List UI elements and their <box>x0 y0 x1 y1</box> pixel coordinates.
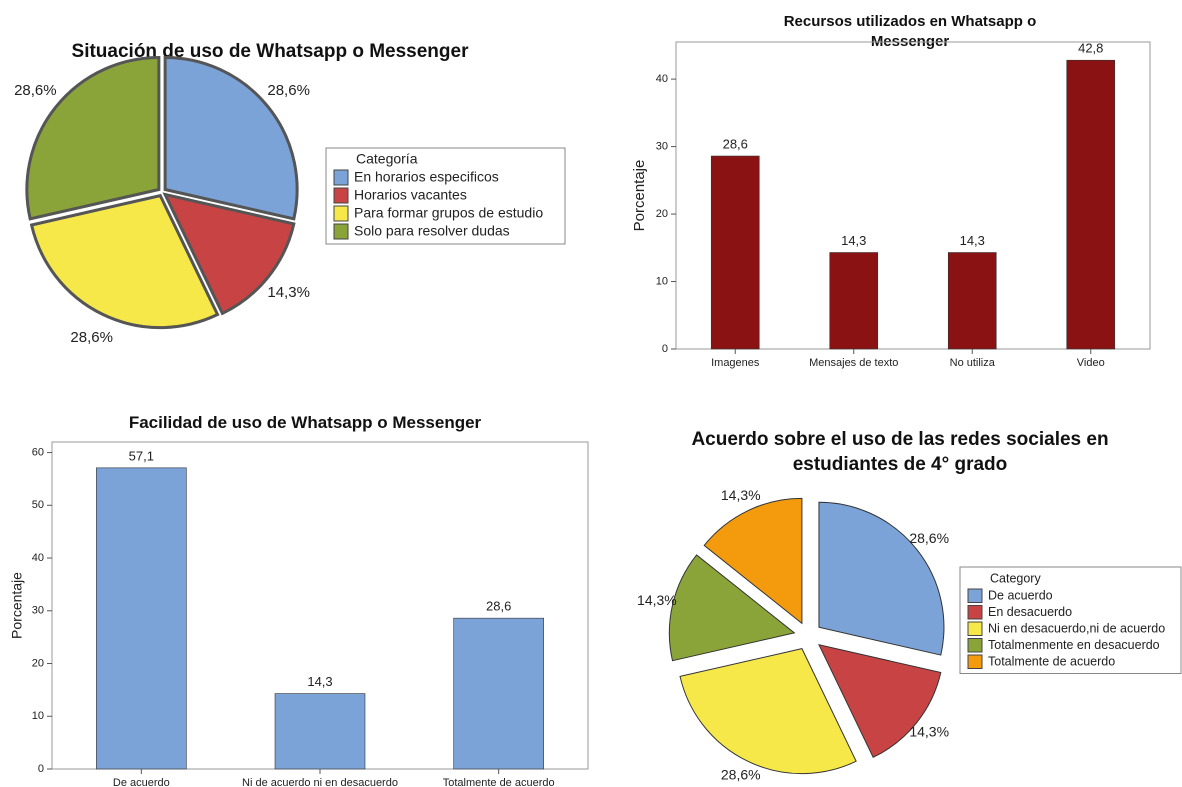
data-label: 14,3% <box>267 284 310 301</box>
legend-label: Para formar grupos de estudio <box>354 205 543 221</box>
legend-label: Totalmenmente en desacuerdo <box>988 638 1160 652</box>
x-tick-label: Imagenes <box>711 357 760 369</box>
bar <box>453 617 544 770</box>
bar <box>1066 59 1116 350</box>
pie-slice <box>818 644 942 759</box>
data-label: 14,3 <box>841 233 866 248</box>
y-tick-label: 10 <box>656 275 668 287</box>
x-tick-label: No utiliza <box>950 357 996 369</box>
legend-label: De acuerdo <box>988 589 1053 603</box>
legend-label: Solo para resolver dudas <box>354 223 510 239</box>
y-tick-label: 0 <box>38 763 44 775</box>
data-label: 28,6 <box>486 599 511 614</box>
bar <box>947 252 997 350</box>
data-label: 14,3 <box>960 233 985 248</box>
legend-swatch <box>333 169 349 186</box>
legend-swatch <box>967 638 983 653</box>
chart-title: Facilidad de uso de Whatsapp o Messenger <box>128 413 482 432</box>
data-label: 28,6% <box>721 766 761 782</box>
legend-swatch <box>967 588 983 603</box>
y-tick-label: 30 <box>32 605 44 617</box>
y-tick-label: 20 <box>32 657 44 669</box>
legend-label: En desacuerdo <box>988 605 1072 619</box>
data-label: 57,1 <box>129 448 154 463</box>
legend-box <box>325 147 566 245</box>
data-label: 28,6% <box>267 82 310 99</box>
y-tick-label: 30 <box>656 140 668 152</box>
legend-box <box>959 566 1182 674</box>
y-tick-label: 60 <box>32 446 44 458</box>
plot-frame <box>675 41 1151 350</box>
y-tick-label: 20 <box>656 208 668 220</box>
data-label: 14,3 <box>307 674 332 689</box>
legend-swatch <box>967 621 983 636</box>
legend-label: En horarios especificos <box>354 169 499 185</box>
pie-slice <box>29 193 220 330</box>
bar <box>710 155 760 350</box>
y-tick-label: 0 <box>662 343 668 355</box>
legend-swatch <box>333 187 349 204</box>
legend-label: Totalmente de acuerdo <box>988 655 1115 669</box>
bar <box>96 467 187 770</box>
legend-swatch <box>967 654 983 669</box>
y-axis-label: Porcentaje <box>9 572 25 639</box>
x-tick-label: Totalmente de acuerdo <box>443 777 555 787</box>
data-label: 14,3% <box>637 592 677 608</box>
x-tick-label: Mensajes de texto <box>809 357 898 369</box>
pie-slice <box>162 192 296 316</box>
chart-title: Acuerdo sobre el uso de las redes social… <box>691 429 1109 475</box>
legend-label: Horarios vacantes <box>354 187 467 203</box>
x-tick-label: Ni de acuerdo ni en desacuerdo <box>242 777 398 787</box>
legend-label: Ni en desacuerdo,ni de acuerdo <box>988 622 1165 636</box>
data-label: 14,3% <box>909 723 949 739</box>
bar <box>274 693 366 770</box>
y-tick-label: 40 <box>656 73 668 85</box>
bar <box>829 252 879 350</box>
data-label: 28,6% <box>14 82 57 99</box>
legend-swatch <box>333 223 349 240</box>
legend-swatch <box>967 605 983 620</box>
pie-slice <box>668 554 796 662</box>
pie-slice <box>818 501 945 656</box>
pie-slice <box>679 648 857 775</box>
y-tick-label: 50 <box>32 499 44 511</box>
legend-title: Categoría <box>356 151 418 167</box>
y-tick-label: 10 <box>32 710 44 722</box>
x-tick-label: Video <box>1077 357 1105 369</box>
y-tick-label: 40 <box>32 552 44 564</box>
legend-title: Category <box>990 571 1041 585</box>
data-label: 28,6% <box>70 329 113 346</box>
pie-slice <box>25 56 161 221</box>
pie-slice <box>163 56 299 221</box>
y-axis-label: Porcentaje <box>631 160 648 232</box>
data-label: 28,6% <box>909 530 949 546</box>
data-label: 28,6 <box>723 136 748 151</box>
legend-swatch <box>333 205 349 222</box>
pie-slice <box>703 497 803 625</box>
chart-title: Recursos utilizados en Whatsapp o Messen… <box>783 13 1037 50</box>
data-label: 42,8 <box>1078 41 1103 56</box>
x-tick-label: De acuerdo <box>113 777 170 787</box>
data-label: 14,3% <box>721 487 761 503</box>
